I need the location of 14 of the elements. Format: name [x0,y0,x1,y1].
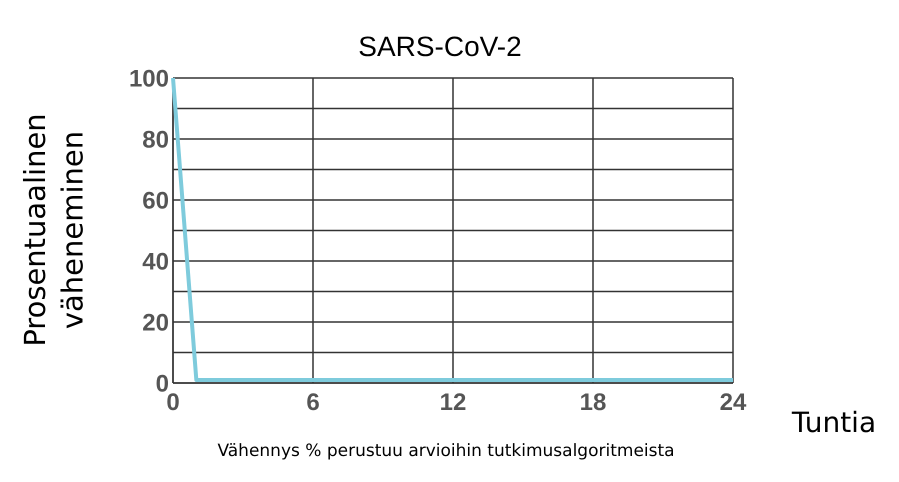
y-tick-label: 40 [142,248,169,276]
y-tick-label: 0 [156,370,169,398]
x-tick-label: 24 [720,389,747,416]
y-tick-label: 20 [142,309,169,336]
y-axis-title: Prosentuaalinen väheneminen [18,113,90,347]
text: Vähennys % perustuu arvioihin tutkimusalgoritmeista [217,441,675,461]
x-tick-label: 18 [580,389,606,416]
chart-title: SARS-CoV-2 [358,31,522,62]
y-tick-label: 60 [142,187,169,214]
x-tick-label: 6 [306,389,320,416]
x-axis-title: Tuntia [790,406,876,439]
y-tick-label: 80 [142,126,169,154]
x-tick-label: 12 [440,389,466,416]
y-tick-label: 100 [128,65,169,92]
